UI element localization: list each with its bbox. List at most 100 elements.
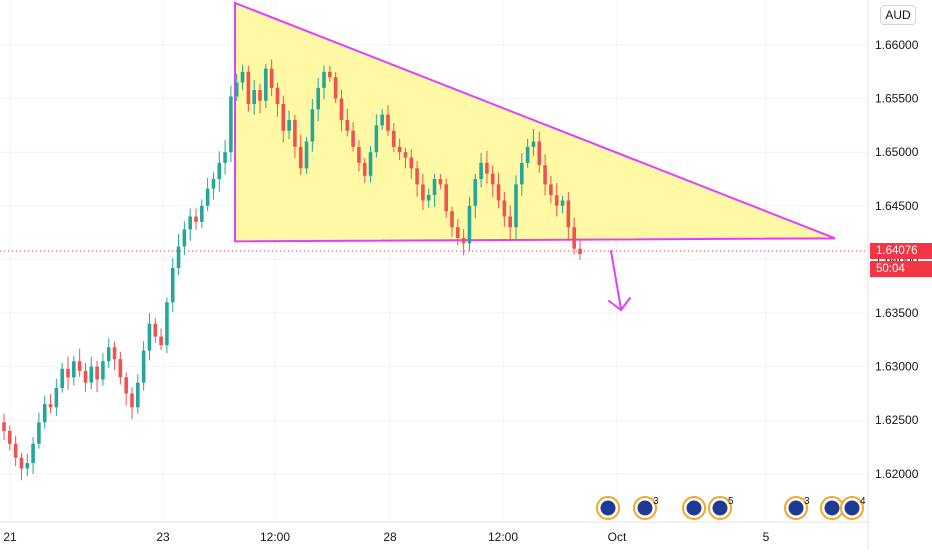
candle-body <box>54 388 59 408</box>
candle-body <box>520 162 524 185</box>
candle-body <box>19 457 24 469</box>
candle-body <box>217 162 222 179</box>
candle-body <box>444 184 448 212</box>
candle-body <box>205 188 210 206</box>
y-tick-label: 1.62000 <box>875 467 919 481</box>
candle-body <box>485 162 489 174</box>
candle-body <box>106 347 111 362</box>
triangle-pattern[interactable] <box>234 1 836 243</box>
candle-body <box>397 146 402 153</box>
event-flag[interactable] <box>596 496 620 520</box>
candle-body <box>229 96 233 153</box>
y-tick-label: 1.66000 <box>875 38 919 52</box>
candle-body <box>514 184 518 228</box>
grid <box>0 0 868 522</box>
overlays <box>0 250 868 312</box>
candle-body <box>357 146 361 163</box>
candle-body <box>502 200 507 217</box>
countdown-tag: 50:04 <box>870 261 932 277</box>
candle-body <box>66 368 70 378</box>
candle-body <box>496 184 501 201</box>
candle-body <box>554 195 559 206</box>
x-tick-label: 5 <box>763 530 770 544</box>
candle-body <box>118 359 123 378</box>
candle-body <box>333 77 338 99</box>
candle-body <box>450 211 454 228</box>
event-flag[interactable]: 4 <box>840 496 866 520</box>
time-axis[interactable]: 21 23 12:00 28 12:00 Oct 5 <box>0 521 868 544</box>
candle-body <box>223 152 227 163</box>
candle-body <box>345 120 350 131</box>
x-tick-label: 23 <box>156 530 170 544</box>
x-tick-label: 12:00 <box>260 530 290 544</box>
candle-body <box>281 103 286 131</box>
candle-body <box>211 179 216 189</box>
candle-body <box>188 216 192 230</box>
y-tick-label: 1.65000 <box>875 145 919 159</box>
candle-body <box>409 157 414 169</box>
candle-body <box>298 146 303 169</box>
event-flag[interactable] <box>682 496 706 520</box>
candle-body <box>432 179 437 196</box>
candle-body <box>112 347 117 360</box>
candle-body <box>60 368 64 389</box>
event-flag[interactable]: 3 <box>633 496 659 520</box>
candle-body <box>13 443 18 458</box>
candle-body <box>525 146 530 163</box>
candle-body <box>159 336 163 346</box>
candle-body <box>322 71 326 88</box>
candle-body <box>508 216 512 228</box>
event-flag[interactable]: 3 <box>784 496 810 520</box>
candle-body <box>194 216 198 222</box>
flag-icon <box>712 500 728 516</box>
candle-body <box>560 200 565 206</box>
candle-body <box>240 71 245 83</box>
candle-body <box>8 430 12 444</box>
candle-body <box>456 227 460 238</box>
candle-body <box>264 68 268 101</box>
last-price-tag: 1.64076 <box>870 243 932 259</box>
candle-body <box>461 237 466 244</box>
x-tick-label: Oct <box>608 530 627 544</box>
y-tick-label: 1.65500 <box>875 92 919 106</box>
candle-body <box>72 361 76 378</box>
candle-body <box>368 152 373 176</box>
candle-body <box>42 404 47 423</box>
event-flag[interactable] <box>820 496 844 520</box>
candle-body <box>473 179 478 206</box>
flag-icon <box>824 500 840 516</box>
candle-body <box>293 120 297 147</box>
candle-body <box>328 71 332 78</box>
flag-icon <box>637 500 653 516</box>
candle-body <box>141 350 146 383</box>
candle-body <box>130 393 134 408</box>
candle-body <box>200 205 204 222</box>
price-axis[interactable]: 1.660001.655001.650001.645001.640001.635… <box>867 0 919 550</box>
candle-body <box>543 165 547 185</box>
candle-body <box>380 114 384 126</box>
candle-body <box>421 184 425 201</box>
candle-body <box>176 246 181 268</box>
candle-body <box>275 87 280 104</box>
economic-events[interactable]: 3 5 3 4 <box>596 496 866 520</box>
flag-icon <box>686 500 702 516</box>
currency-badge[interactable]: AUD <box>880 5 916 25</box>
flag-icon <box>844 500 860 516</box>
candle-body <box>537 141 542 166</box>
y-tick-label: 1.64500 <box>875 199 919 213</box>
candle-body <box>467 205 472 244</box>
event-flag[interactable]: 5 <box>708 496 734 520</box>
flag-icon <box>788 500 804 516</box>
x-tick-label: 28 <box>383 530 397 544</box>
candle-body <box>77 361 82 371</box>
candle-body <box>101 361 105 380</box>
candle-body <box>234 82 239 97</box>
candle-body <box>339 98 344 121</box>
candle-body <box>572 227 576 249</box>
candle-body <box>549 184 553 196</box>
candle-body <box>403 152 408 158</box>
candle-body <box>392 130 396 147</box>
candle-body <box>37 422 41 444</box>
